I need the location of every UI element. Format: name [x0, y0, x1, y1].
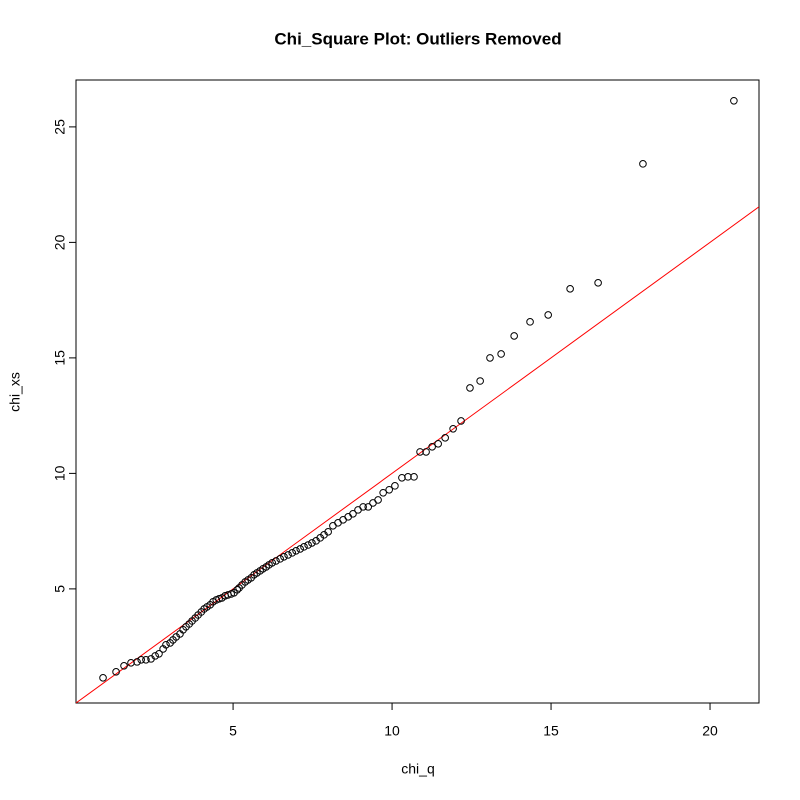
point — [457, 417, 465, 425]
point — [544, 311, 552, 319]
point — [349, 510, 357, 518]
point — [284, 551, 292, 559]
plot-frame — [75, 79, 760, 704]
y-tick-label: 10 — [52, 465, 68, 481]
point — [233, 586, 242, 594]
point — [510, 332, 518, 340]
point — [422, 448, 430, 456]
point — [155, 649, 163, 658]
point — [280, 552, 288, 561]
point — [566, 285, 574, 293]
x-tick-label: 20 — [702, 723, 718, 739]
point — [272, 557, 280, 565]
point — [133, 658, 141, 666]
y-tick-label: 5 — [52, 585, 68, 593]
point — [359, 503, 367, 511]
point — [268, 558, 276, 567]
point — [526, 318, 534, 326]
x-tick-label: 10 — [384, 723, 400, 739]
point — [308, 539, 316, 547]
point — [99, 674, 107, 682]
point — [497, 350, 505, 358]
point — [374, 496, 382, 504]
chart-title: Chi_Square Plot: Outliers Removed — [274, 29, 561, 48]
y-tick-label: 20 — [52, 234, 68, 250]
x-axis-title: chi_q — [401, 761, 434, 777]
point — [112, 668, 120, 676]
point — [486, 354, 494, 362]
x-tick-label: 5 — [229, 723, 237, 739]
point — [410, 473, 418, 481]
point — [120, 662, 128, 670]
point — [151, 652, 159, 660]
point — [379, 488, 387, 497]
point — [276, 555, 284, 563]
point — [142, 656, 150, 664]
point — [300, 543, 308, 551]
y-tick-label: 25 — [52, 119, 68, 135]
point — [639, 160, 647, 168]
point — [364, 503, 373, 511]
point — [304, 541, 312, 549]
point — [385, 485, 394, 494]
point — [404, 473, 412, 481]
point — [476, 377, 484, 385]
point — [296, 545, 304, 553]
point — [324, 528, 332, 536]
point — [288, 549, 297, 557]
point — [292, 546, 300, 555]
point — [449, 425, 457, 433]
point — [441, 434, 449, 442]
point — [416, 448, 424, 456]
point — [466, 384, 474, 392]
point — [434, 440, 442, 448]
point — [391, 482, 399, 490]
point — [730, 96, 738, 105]
point — [594, 279, 602, 287]
point — [428, 443, 436, 451]
x-tick-label: 15 — [543, 723, 559, 739]
y-axis-title: chi_xs — [7, 372, 23, 412]
point — [162, 640, 170, 649]
point — [137, 656, 145, 664]
y-tick-label: 15 — [52, 350, 68, 366]
